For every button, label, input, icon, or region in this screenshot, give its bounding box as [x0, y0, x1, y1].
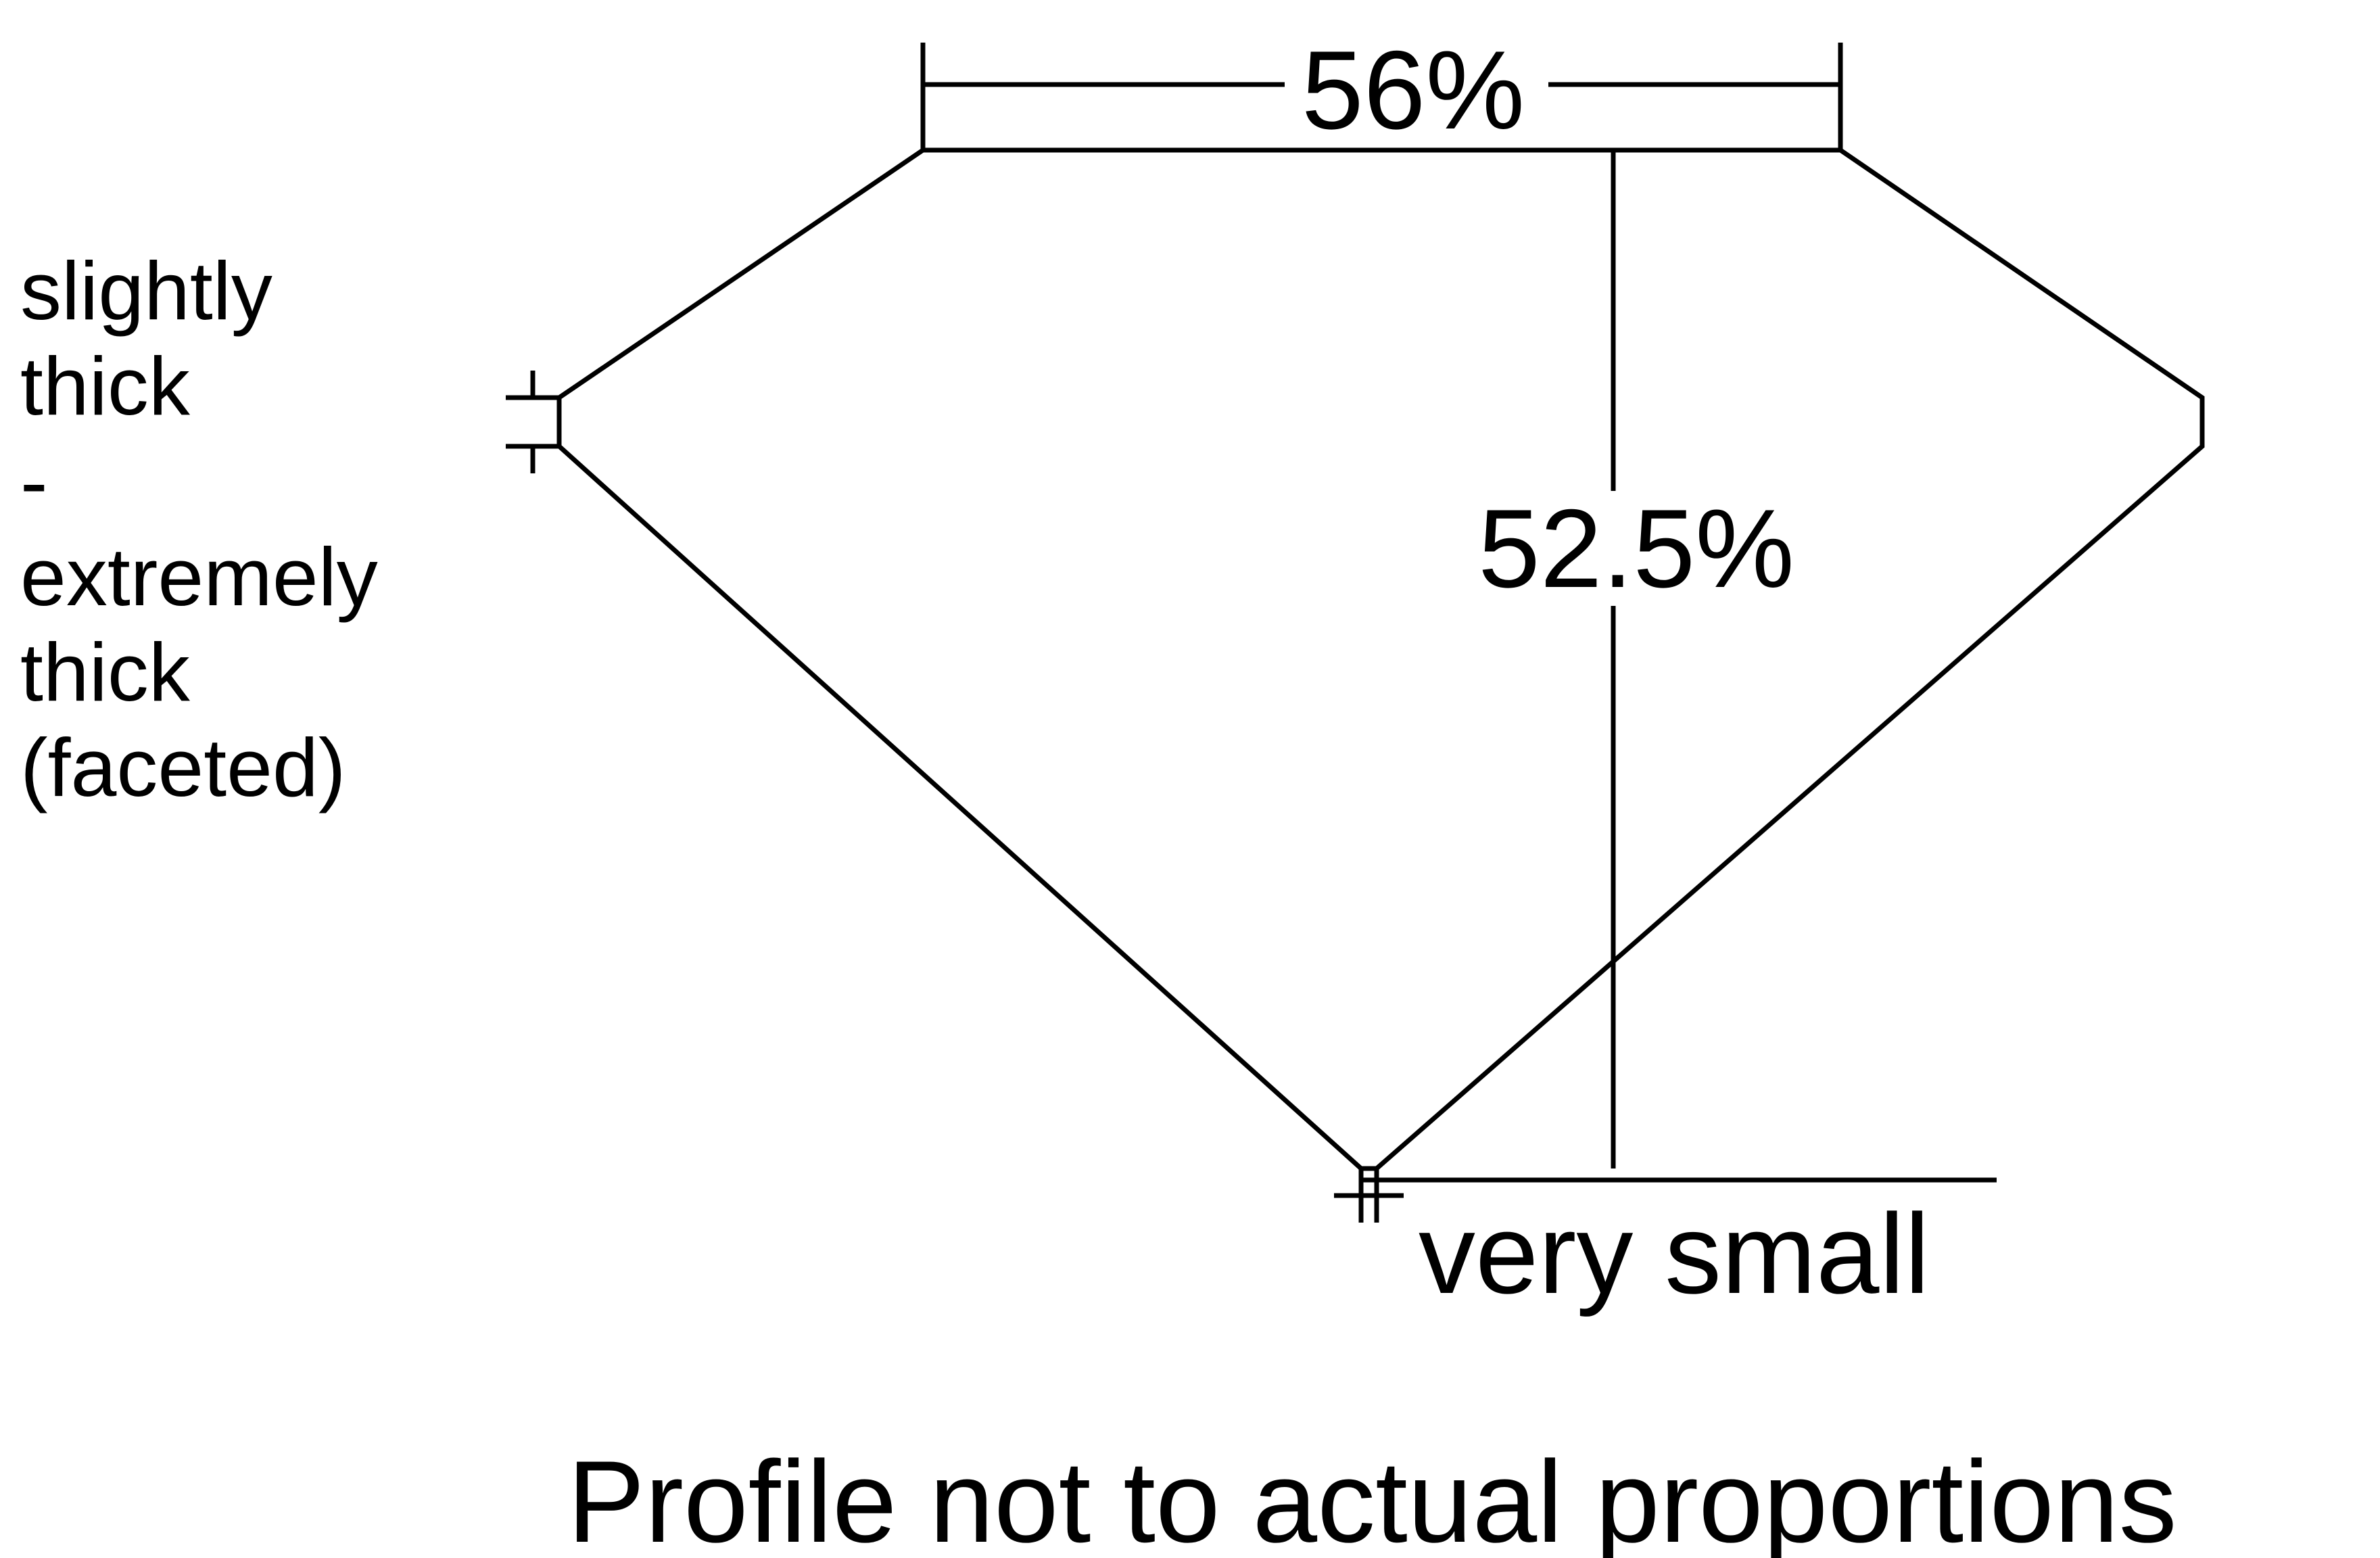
girdle-label-line: slightly: [20, 245, 272, 337]
girdle-label-line: thick: [20, 626, 191, 718]
depth-percent-label: 52.5%: [1478, 486, 1794, 611]
girdle-label-line: thick: [20, 340, 191, 432]
culet-size-marker: [1334, 1168, 1404, 1223]
gem-outline: [556, 147, 2205, 1171]
culet-label: very small: [1419, 1190, 1930, 1317]
girdle-label-line: -: [20, 435, 48, 527]
girdle-label: slightly thick - extremely thick (facete…: [20, 245, 378, 813]
footnote: Profile not to actual proportions: [567, 1437, 2177, 1558]
table-percent-label: 56%: [1302, 28, 1525, 152]
girdle-label-line: (faceted): [20, 722, 346, 813]
girdle-label-line: extremely: [20, 531, 378, 623]
girdle-thickness-marker: [506, 371, 559, 473]
